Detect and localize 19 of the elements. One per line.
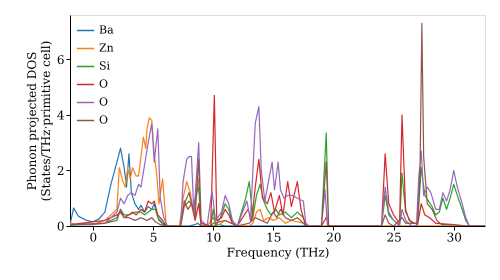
x-axis-title: Frequency (THz) [226, 246, 330, 260]
y-axis-title: Phonon projected DOS (States/THz·primitive cell) [24, 40, 53, 202]
legend-label: Ba [99, 24, 114, 36]
legend-label: O [99, 114, 108, 126]
x-tick-label: 10 [206, 230, 222, 244]
y-tick-label: 6 [56, 52, 64, 67]
y-tick-label: 2 [56, 164, 64, 178]
legend-label: O [99, 78, 108, 90]
legend-label: O [99, 96, 108, 108]
legend-label: Si [99, 60, 111, 72]
legend-label: Zn [99, 42, 114, 54]
x-tick-label: 25 [386, 230, 402, 244]
x-tick-label: 5 [150, 230, 158, 244]
x-tick-label: 30 [446, 230, 462, 244]
y-tick-label: 4 [56, 108, 65, 122]
x-tick-label: 15 [266, 230, 282, 244]
x-tick-label: 20 [326, 230, 342, 244]
x-tick-label: 0 [90, 230, 98, 244]
y-tick-label: 0 [56, 220, 64, 234]
